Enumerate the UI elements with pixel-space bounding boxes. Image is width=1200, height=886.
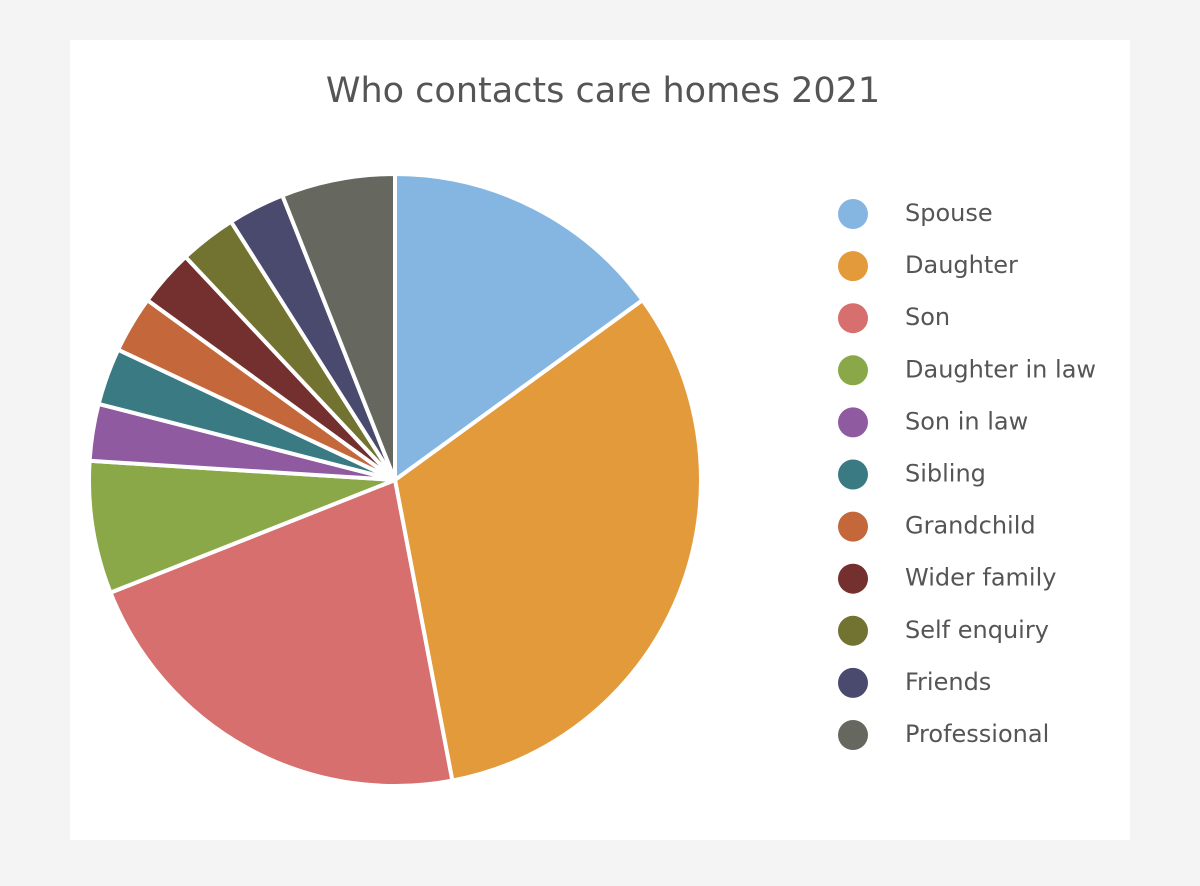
legend-label[interactable]: Son in law — [905, 407, 1028, 435]
legend-label[interactable]: Son — [905, 303, 950, 331]
pie-slice — [280, 172, 397, 482]
legend-swatch[interactable] — [838, 407, 868, 438]
legend-label[interactable]: Friends — [905, 668, 991, 696]
legend-swatch[interactable] — [838, 459, 868, 490]
legend-swatch[interactable] — [838, 303, 868, 334]
legend-swatch[interactable] — [838, 563, 868, 594]
legend-label[interactable]: Spouse — [905, 199, 993, 227]
legend-swatch[interactable] — [838, 615, 868, 646]
legend-label[interactable]: Daughter — [905, 251, 1018, 279]
legend-swatch[interactable] — [838, 511, 868, 542]
legend-swatch[interactable] — [838, 355, 868, 386]
legend-label[interactable]: Grandchild — [905, 512, 1036, 540]
legend-label[interactable]: Wider family — [905, 564, 1056, 592]
pie-slice — [87, 458, 397, 595]
pie-slice — [393, 298, 703, 783]
legend-swatch[interactable] — [838, 251, 868, 282]
legend-swatch[interactable] — [838, 667, 868, 698]
legend-swatch[interactable] — [838, 199, 868, 229]
chart-title: Who contacts care homes 2021 — [326, 71, 880, 111]
legend-label[interactable]: Sibling — [905, 460, 986, 488]
legend-label[interactable]: Professional — [905, 720, 1049, 748]
pie-slice — [393, 172, 645, 482]
legend-label[interactable]: Daughter in law — [905, 355, 1096, 383]
legend-swatch[interactable] — [838, 720, 868, 750]
legend-label[interactable]: Self enquiry — [905, 616, 1049, 644]
pie-slice — [108, 478, 455, 788]
